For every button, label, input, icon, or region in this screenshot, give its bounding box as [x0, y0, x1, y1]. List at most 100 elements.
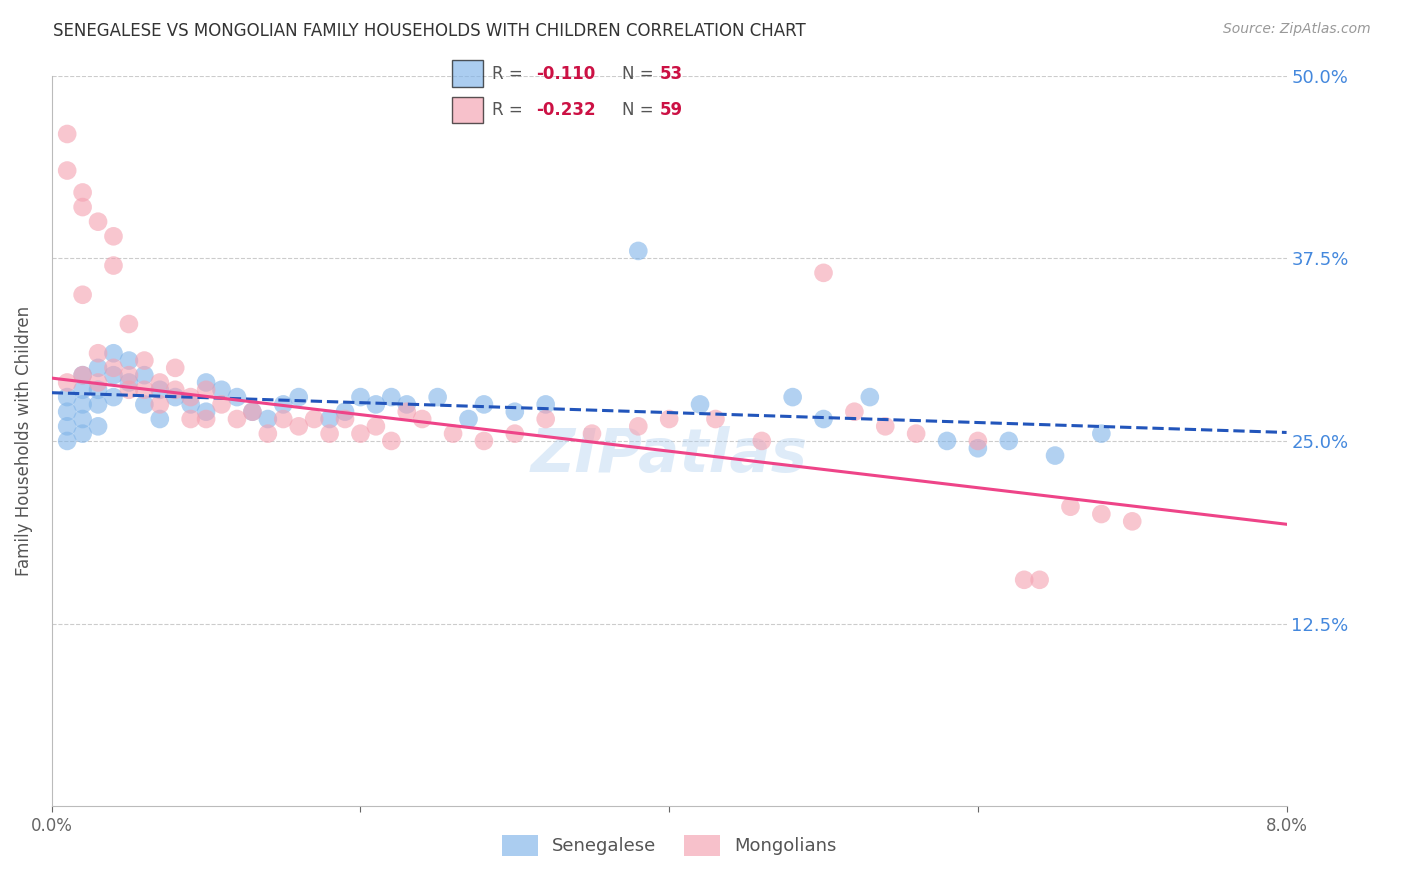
Point	[149, 383, 172, 397]
Point	[165, 360, 187, 375]
Point	[503, 405, 526, 419]
Point	[581, 426, 603, 441]
Point	[689, 397, 711, 411]
FancyBboxPatch shape	[453, 96, 484, 123]
Point	[87, 215, 110, 229]
Point	[134, 368, 156, 383]
Point	[56, 419, 79, 434]
Point	[56, 127, 79, 141]
Point	[72, 368, 94, 383]
Text: Source: ZipAtlas.com: Source: ZipAtlas.com	[1223, 22, 1371, 37]
Point	[226, 412, 249, 426]
Point	[195, 376, 218, 390]
Point	[56, 163, 79, 178]
Point	[103, 390, 125, 404]
Point	[1043, 449, 1066, 463]
Point	[271, 412, 294, 426]
Point	[195, 405, 218, 419]
Point	[134, 397, 156, 411]
Point	[534, 397, 557, 411]
Point	[472, 397, 495, 411]
Point	[395, 405, 418, 419]
Point	[56, 390, 79, 404]
Point	[72, 383, 94, 397]
Point	[627, 244, 650, 258]
Point	[242, 405, 264, 419]
Point	[844, 405, 866, 419]
Text: N =: N =	[623, 101, 659, 119]
Point	[1059, 500, 1081, 514]
Text: 53: 53	[659, 65, 682, 83]
Point	[333, 405, 356, 419]
Point	[242, 405, 264, 419]
Point	[627, 419, 650, 434]
Point	[997, 434, 1019, 448]
Point	[380, 390, 402, 404]
Point	[257, 426, 280, 441]
Point	[349, 426, 371, 441]
Point	[211, 383, 233, 397]
Point	[87, 383, 110, 397]
Point	[134, 383, 156, 397]
Point	[813, 266, 835, 280]
Point	[472, 434, 495, 448]
Point	[118, 383, 141, 397]
Legend: Senegalese, Mongolians: Senegalese, Mongolians	[495, 828, 844, 863]
Point	[441, 426, 464, 441]
Point	[56, 405, 79, 419]
Point	[287, 419, 309, 434]
Point	[118, 317, 141, 331]
Point	[103, 346, 125, 360]
Point	[380, 434, 402, 448]
Point	[534, 412, 557, 426]
Point	[56, 434, 79, 448]
Text: R =: R =	[492, 65, 529, 83]
Point	[1121, 514, 1143, 528]
Point	[271, 397, 294, 411]
Point	[72, 368, 94, 383]
Point	[503, 426, 526, 441]
Point	[1028, 573, 1050, 587]
Point	[180, 397, 202, 411]
Point	[782, 390, 804, 404]
Text: SENEGALESE VS MONGOLIAN FAMILY HOUSEHOLDS WITH CHILDREN CORRELATION CHART: SENEGALESE VS MONGOLIAN FAMILY HOUSEHOLD…	[53, 22, 806, 40]
Point	[103, 259, 125, 273]
Point	[87, 397, 110, 411]
Point	[118, 368, 141, 383]
Point	[149, 376, 172, 390]
Point	[302, 412, 325, 426]
Point	[103, 360, 125, 375]
Point	[349, 390, 371, 404]
Point	[195, 383, 218, 397]
Point	[287, 390, 309, 404]
Point	[333, 412, 356, 426]
Point	[364, 397, 387, 411]
Point	[1012, 573, 1035, 587]
Point	[165, 383, 187, 397]
Point	[134, 353, 156, 368]
Point	[118, 353, 141, 368]
FancyBboxPatch shape	[453, 61, 484, 87]
Point	[72, 287, 94, 301]
Text: N =: N =	[623, 65, 659, 83]
Point	[426, 390, 449, 404]
Text: -0.110: -0.110	[536, 65, 595, 83]
Point	[211, 397, 233, 411]
Point	[967, 434, 990, 448]
Point	[905, 426, 928, 441]
Point	[658, 412, 681, 426]
Point	[859, 390, 882, 404]
Point	[704, 412, 727, 426]
Point	[165, 390, 187, 404]
Point	[318, 412, 340, 426]
Point	[87, 346, 110, 360]
Point	[395, 397, 418, 411]
Point	[1090, 507, 1112, 521]
Point	[936, 434, 959, 448]
Point	[103, 229, 125, 244]
Point	[195, 412, 218, 426]
Point	[87, 376, 110, 390]
Text: ZIPatlas: ZIPatlas	[530, 426, 807, 485]
Point	[813, 412, 835, 426]
Point	[226, 390, 249, 404]
